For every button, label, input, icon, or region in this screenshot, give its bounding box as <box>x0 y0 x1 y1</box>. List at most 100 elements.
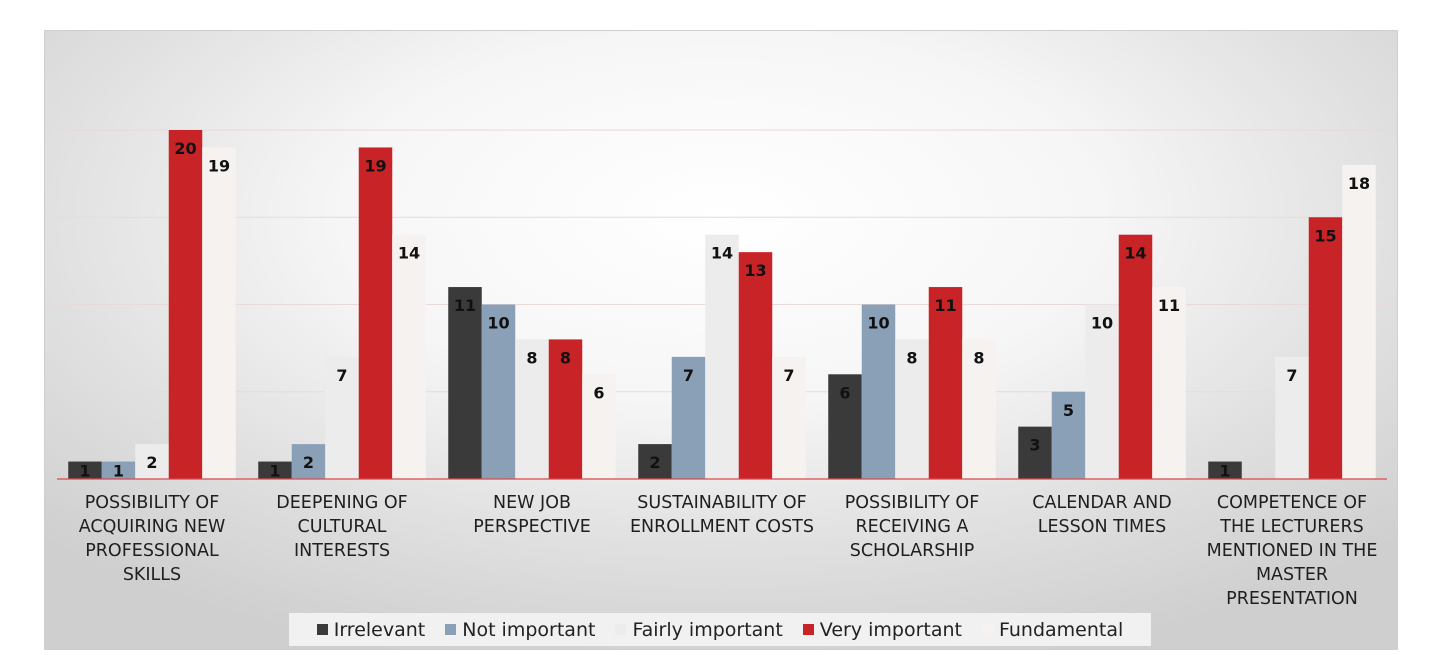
data-label: 2 <box>146 453 157 472</box>
data-label: 1 <box>113 461 124 480</box>
bar-fundamental <box>582 374 616 479</box>
data-label: 1 <box>1219 461 1230 480</box>
legend-label: Very important <box>819 618 962 641</box>
data-label: 20 <box>174 139 196 158</box>
bar-fundamental <box>962 339 996 479</box>
data-label: 5 <box>1063 401 1074 420</box>
data-label: 11 <box>934 296 956 315</box>
data-label: 1 <box>269 461 280 480</box>
bar-fairly-important <box>1275 356 1309 479</box>
bar-very-important <box>1118 234 1153 479</box>
bar-not-important <box>101 461 136 479</box>
legend-swatch <box>615 624 627 635</box>
bar-very-important <box>738 252 773 479</box>
category-label-line: SCHOLARSHIP <box>849 541 975 561</box>
category-label: NEW JOB PERSPECTIVE <box>437 491 627 539</box>
bar-irrelevant <box>638 444 672 479</box>
bar-fairly-important <box>325 356 359 479</box>
legend-swatch <box>981 624 993 635</box>
bar-very-important <box>358 147 393 479</box>
bar-not-important <box>861 304 896 479</box>
bar-fundamental <box>772 356 806 479</box>
data-label: 10 <box>487 314 509 333</box>
data-label: 19 <box>208 156 230 175</box>
data-label: 3 <box>1029 436 1040 455</box>
category-label-line: PERSPECTIVE <box>473 517 591 537</box>
data-label: 2 <box>649 453 660 472</box>
bar-not-important <box>671 356 706 479</box>
category-label-line: SKILLS <box>122 565 182 585</box>
category-label-line: ACQUIRING NEW <box>78 517 226 537</box>
legend-item: Irrelevant <box>316 618 426 641</box>
bar-irrelevant <box>1208 461 1242 479</box>
legend-label: Irrelevant <box>333 618 426 641</box>
legend-swatch <box>445 624 457 635</box>
data-label: 7 <box>336 366 347 385</box>
data-label: 8 <box>560 348 571 367</box>
category-label-line: LESSON TIMES <box>1037 517 1167 537</box>
category-label: CALENDAR AND LESSON TIMES <box>1007 491 1197 539</box>
category-label: DEEPENING OF CULTURAL INTERESTS <box>247 491 437 563</box>
category-label: COMPETENCE OF THE LECTURERS MENTIONED IN T… <box>1197 491 1387 611</box>
category-label: POSSIBILITY OF ACQUIRING NEW PROFESSIONAL S… <box>57 491 247 587</box>
bar-fundamental <box>202 147 236 479</box>
data-label: 10 <box>1091 314 1113 333</box>
data-label: 18 <box>1348 174 1370 193</box>
bar-very-important <box>168 130 203 479</box>
chart-area: 1 1 2 20 19 1 2 7 19 14 11 10 8 8 6 2 7 14 13 7 6 10 8 11 8 3 5 10 1… <box>44 30 1398 650</box>
data-label: 6 <box>839 383 850 402</box>
bar-very-important <box>1308 217 1343 479</box>
legend-item: Fairly important <box>615 619 783 641</box>
bar-irrelevant <box>258 461 292 479</box>
data-label: 14 <box>1124 244 1146 263</box>
bar-irrelevant <box>448 287 482 479</box>
data-label: 8 <box>906 348 917 367</box>
bar-very-important <box>928 287 963 479</box>
bar-fairly-important <box>895 339 929 479</box>
legend-item: Very important <box>802 618 962 641</box>
category-label-line: NEW JOB <box>493 493 571 513</box>
category-label-line: DEEPENING OF <box>276 493 408 513</box>
data-label: 8 <box>526 348 537 367</box>
bar-irrelevant <box>1018 426 1052 479</box>
bar-not-important <box>291 444 326 479</box>
legend-swatch <box>316 624 328 635</box>
data-label: 2 <box>303 453 314 472</box>
category-label-line: MENTIONED IN THE <box>1206 541 1378 561</box>
category-label-line: RECEIVING A <box>855 517 969 537</box>
data-label: 7 <box>1286 366 1297 385</box>
category-label-line: ENROLLMENT COSTS <box>630 517 814 537</box>
data-label: 8 <box>973 348 984 367</box>
bar-fairly-important <box>1085 304 1119 479</box>
bar-irrelevant <box>68 461 102 479</box>
category-label-line: CALENDAR AND <box>1032 493 1172 513</box>
data-label: 13 <box>744 261 766 280</box>
bar-not-important <box>1051 391 1086 479</box>
bar-not-important <box>481 304 516 479</box>
data-label: 11 <box>1158 296 1180 315</box>
data-label: 11 <box>454 296 476 315</box>
bar-fairly-important <box>705 234 739 479</box>
data-label: 19 <box>364 156 386 175</box>
data-label: 6 <box>593 383 604 402</box>
legend-label: Fundamental <box>998 618 1124 641</box>
legend: Irrelevant Not important Fairly important V… <box>289 613 1151 646</box>
bar-very-important <box>548 339 583 479</box>
bar-irrelevant <box>828 374 862 479</box>
legend-swatch <box>802 624 814 635</box>
category-label-line: POSSIBILITY OF <box>84 493 220 513</box>
data-label: 1 <box>79 461 90 480</box>
category-label-line: POSSIBILITY OF <box>844 493 980 513</box>
category-label: POSSIBILITY OF RECEIVING A SCHOLARSHIP <box>817 491 1007 563</box>
category-label-line: COMPETENCE OF <box>1216 493 1368 513</box>
data-label: 14 <box>711 244 733 263</box>
category-label-line: CULTURAL <box>297 517 387 537</box>
data-label: 14 <box>398 244 420 263</box>
category-label: SUSTAINABILITY OF ENROLLMENT COSTS <box>627 491 817 539</box>
data-label: 7 <box>683 366 694 385</box>
legend-item: Not important <box>445 619 595 641</box>
data-label: 15 <box>1314 226 1336 245</box>
data-label: 7 <box>783 366 794 385</box>
category-label-line: INTERESTS <box>293 541 391 561</box>
